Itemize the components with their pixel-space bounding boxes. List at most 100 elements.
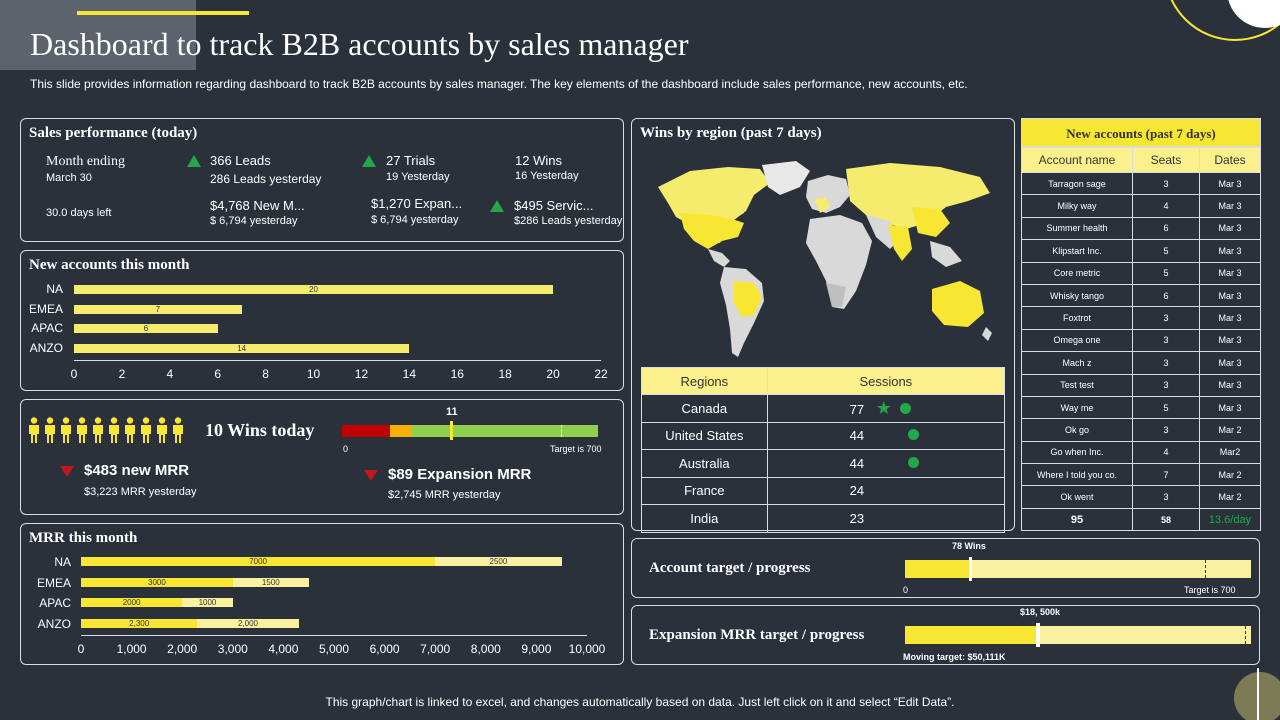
session-count: 24 xyxy=(849,483,865,499)
new-mrr-yesterday: $ 6,794 yesterday xyxy=(210,215,298,227)
month-ending-label: Month ending xyxy=(46,154,125,169)
total-seats: 58 xyxy=(1132,507,1200,532)
wins-region-panel: Wins by region (past 7 days) Regions Sess… xyxy=(631,118,1015,533)
region-name: India xyxy=(641,504,768,533)
bar-value-label: 20 xyxy=(309,285,318,294)
sales-performance-panel: Sales performance (today) Month ending M… xyxy=(20,118,624,242)
table-row: Summer health 6 Mar 3 xyxy=(1021,216,1261,241)
seats: 3 xyxy=(1132,418,1200,442)
bar-category-label: ANZO xyxy=(37,616,71,631)
world-map xyxy=(658,161,992,357)
bar-value-label: 1500 xyxy=(261,577,280,587)
status-dot-icon xyxy=(907,429,919,441)
table-row: Canada 77 ★ xyxy=(641,394,1006,423)
footer-note: This graph/chart is linked to excel, and… xyxy=(325,695,955,709)
table-row: France 24 xyxy=(641,476,1006,505)
table-row: Core metric 5 Mar 3 xyxy=(1021,261,1261,285)
expansion-mrr-down-icon xyxy=(364,470,378,481)
table-row: Go when Inc. 4 Mar2 xyxy=(1021,440,1261,465)
x-tick-label: 5,000 xyxy=(318,642,350,656)
table-row: Milky way 4 Mar 3 xyxy=(1021,194,1261,218)
session-count: 44 xyxy=(849,428,865,444)
bar-segment xyxy=(182,598,233,607)
date: Mar 3 xyxy=(1199,306,1261,330)
bar-segment xyxy=(435,557,562,566)
x-tick-label: 2,000 xyxy=(167,642,198,656)
account-name: Ok go xyxy=(1021,418,1133,442)
x-tick-label: 22 xyxy=(594,367,608,381)
account-target-panel: Account target / progress 78 Wins 0 Targ… xyxy=(631,538,1260,598)
account-name: Milky way xyxy=(1021,194,1133,218)
account-name: Tarragon sage xyxy=(1021,171,1133,196)
bar-segment xyxy=(232,577,309,587)
sales-performance-title: Sales performance (today) xyxy=(29,125,198,141)
bar-segment xyxy=(197,618,299,628)
x-tick-label: 4 xyxy=(166,367,174,381)
x-tick-label: 7,000 xyxy=(420,642,451,656)
trials-up-icon xyxy=(362,155,376,167)
bar-segment xyxy=(81,577,233,587)
seats: 3 xyxy=(1132,171,1200,196)
person-icon xyxy=(61,417,71,443)
account-name: Omega one xyxy=(1021,328,1133,353)
bar-category-label: EMEA xyxy=(28,301,63,316)
star-icon: ★ xyxy=(875,397,892,418)
new-mrr-down-icon xyxy=(60,466,74,477)
seats-header: Seats xyxy=(1132,147,1200,173)
account-name: Core metric xyxy=(1021,261,1133,285)
bar-value-label: 2,300 xyxy=(129,618,150,628)
date: Mar 2 xyxy=(1199,485,1261,509)
date: Mar 3 xyxy=(1199,373,1261,397)
services-yesterday: $286 Leads yesterday xyxy=(514,215,623,227)
bar-value-label: 7000 xyxy=(249,557,267,566)
date: Mar 3 xyxy=(1199,351,1261,375)
table-row: Where I told you co. 7 Mar 2 xyxy=(1021,463,1261,487)
bar-category-label: NA xyxy=(46,282,63,296)
totals-row: 95 58 13.6/day xyxy=(1021,507,1261,532)
table-row: Ok went 3 Mar 2 xyxy=(1021,485,1261,509)
seats: 4 xyxy=(1132,194,1200,218)
x-tick-label: 8,000 xyxy=(470,642,501,656)
bar-segment xyxy=(81,618,198,628)
x-tick-label: 0 xyxy=(77,642,85,656)
table-row: India 23 xyxy=(641,504,1006,533)
date: Mar 3 xyxy=(1199,283,1261,308)
regions-header: Regions xyxy=(641,367,768,395)
x-tick-label: 10,000 xyxy=(568,642,606,656)
page-title: Dashboard to track B2B accounts by sales… xyxy=(30,26,689,62)
expansion-moving-target: Moving target: $50,111K xyxy=(903,652,1006,662)
person-icon xyxy=(77,417,87,443)
bar-value-label: 2,000 xyxy=(237,618,258,628)
bar-value-label: 2000 xyxy=(122,598,141,607)
table-row: Klipstart Inc. 5 Mar 3 xyxy=(1021,239,1261,263)
corner-decoration xyxy=(1170,0,1280,41)
page-subtitle: This slide provides information regardin… xyxy=(30,77,968,91)
trials-yesterday: 19 Yesterday xyxy=(386,171,450,183)
bar xyxy=(74,304,242,314)
new-accounts-month-panel: New accounts this month NA 20 EMEA 7 APAC 6 AN… xyxy=(20,250,624,391)
leads-up-icon xyxy=(187,155,201,167)
x-tick-label: 0 xyxy=(70,367,78,381)
wins-today-title: 10 Wins today xyxy=(205,420,315,440)
bar xyxy=(74,343,410,353)
expansion-yesterday: $ 6,794 yesterday xyxy=(371,214,459,226)
bar-category-label: ANZO xyxy=(29,340,63,355)
mrr-month-title: MRR this month xyxy=(29,530,138,546)
date: Mar 2 xyxy=(1199,418,1261,442)
table-row: Foxtrot 3 Mar 3 xyxy=(1021,306,1261,330)
person-icon xyxy=(93,417,103,443)
date: Mar 3 xyxy=(1199,261,1261,285)
bar-value-label: 1000 xyxy=(198,598,217,607)
seats: 6 xyxy=(1132,283,1200,308)
wins-today-panel: 10 Wins today 11 0 Target is 700 $483 ne… xyxy=(20,399,624,515)
rate-per-day: 13.6/day xyxy=(1199,507,1261,532)
mrr-month-panel: MRR this month NA 7000 2500 EMEA 3000 1500 APA… xyxy=(20,523,624,665)
date: Mar 3 xyxy=(1199,395,1261,420)
x-tick-label: 6,000 xyxy=(369,642,400,656)
expansion-mrr-today-sub: $2,745 MRR yesterday xyxy=(388,489,501,501)
days-left: 30.0 days left xyxy=(46,207,112,219)
seats: 3 xyxy=(1132,306,1200,330)
status-dot-icon xyxy=(899,402,911,414)
expansion-target-title: Expansion MRR target / progress xyxy=(649,627,865,643)
bar-category-label: EMEA xyxy=(36,575,71,590)
